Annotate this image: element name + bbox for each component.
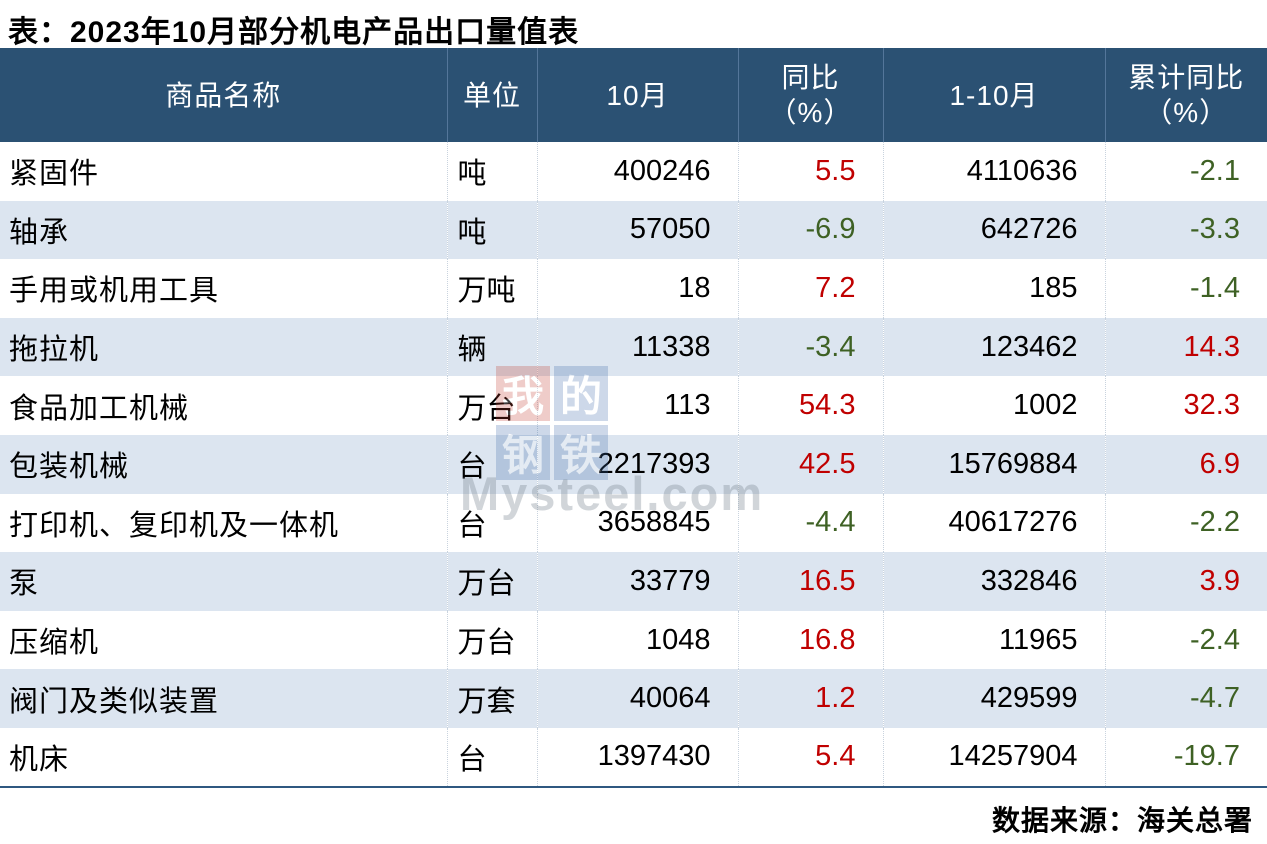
yoy-cell: 16.8	[737, 610, 883, 670]
product-name-cell: 阀门及类似装置	[9, 685, 220, 718]
header-yoy: 同比 （%）	[737, 48, 883, 142]
table-row: 机床 台 1397430 5.4 14257904 -19.7	[0, 727, 1267, 788]
yoy-cell: -3.4	[737, 317, 883, 377]
unit-cell: 台	[446, 434, 537, 494]
unit-cell: 吨	[446, 200, 537, 260]
cum-yoy-cell: 32.3	[1104, 376, 1267, 435]
oct-value-cell: 40064	[536, 669, 738, 728]
oct-value-cell: 11338	[536, 317, 738, 377]
yoy-cell: 54.3	[737, 376, 883, 435]
ytd-value-cell: 15769884	[882, 434, 1105, 494]
header-unit: 单位	[446, 48, 537, 142]
cum-yoy-cell: -1.4	[1104, 259, 1267, 318]
cum-yoy-cell: -2.4	[1104, 610, 1267, 670]
ytd-value-cell: 1002	[882, 376, 1105, 435]
ytd-value-cell: 14257904	[882, 727, 1105, 788]
page-title: 表：2023年10月部分机电产品出口量值表	[8, 16, 580, 49]
table-row: 压缩机 万台 1048 16.8 11965 -2.4	[0, 610, 1267, 670]
ytd-value-cell: 40617276	[882, 493, 1105, 553]
table-body: 紧固件 吨 400246 5.5 4110636 -2.1 轴承 吨 57050…	[0, 142, 1267, 788]
oct-value-cell: 2217393	[536, 434, 738, 494]
oct-value-cell: 113	[536, 376, 738, 435]
unit-cell: 台	[446, 493, 537, 553]
yoy-cell: 5.5	[737, 142, 883, 201]
cum-yoy-cell: -2.1	[1104, 142, 1267, 201]
table-row: 阀门及类似装置 万套 40064 1.2 429599 -4.7	[0, 669, 1267, 728]
product-name-cell: 包装机械	[9, 451, 130, 484]
table-row: 包装机械 台 2217393 42.5 15769884 6.9	[0, 434, 1267, 494]
header-cumulative-yoy: 累计同比 （%）	[1104, 48, 1267, 142]
oct-value-cell: 33779	[536, 552, 738, 611]
header-row: 商品名称 单位 10月 同比 （%） 1-10月 累计同比 （%）	[0, 48, 1267, 142]
export-data-table: 商品名称 单位 10月 同比 （%） 1-10月 累计同比 （%） 紧固件 吨 40…	[0, 48, 1267, 788]
table-row: 食品加工机械 万台 113 54.3 1002 32.3	[0, 376, 1267, 435]
unit-cell: 吨	[446, 142, 537, 201]
oct-value-cell: 57050	[536, 200, 738, 260]
unit-cell: 万台	[446, 376, 537, 435]
yoy-cell: -4.4	[737, 493, 883, 553]
unit-cell: 辆	[446, 317, 537, 377]
ytd-value-cell: 4110636	[882, 142, 1105, 201]
cum-yoy-cell: 6.9	[1104, 434, 1267, 494]
table-row: 拖拉机 辆 11338 -3.4 123462 14.3	[0, 317, 1267, 377]
ytd-value-cell: 123462	[882, 317, 1105, 377]
cum-yoy-cell: -3.3	[1104, 200, 1267, 260]
oct-value-cell: 3658845	[536, 493, 738, 553]
yoy-cell: 5.4	[737, 727, 883, 788]
product-name-cell: 食品加工机械	[9, 392, 190, 425]
oct-value-cell: 1397430	[536, 727, 738, 788]
cum-yoy-cell: -19.7	[1104, 727, 1267, 788]
unit-cell: 万台	[446, 552, 537, 611]
table-row: 紧固件 吨 400246 5.5 4110636 -2.1	[0, 142, 1267, 201]
header-product-name: 商品名称	[0, 48, 447, 142]
ytd-value-cell: 642726	[882, 200, 1105, 260]
oct-value-cell: 1048	[536, 610, 738, 670]
product-name-cell: 紧固件	[9, 158, 100, 191]
product-name-cell: 手用或机用工具	[9, 275, 220, 308]
table-row: 手用或机用工具 万吨 18 7.2 185 -1.4	[0, 259, 1267, 318]
table-header: 商品名称 单位 10月 同比 （%） 1-10月 累计同比 （%）	[0, 48, 1267, 142]
data-source-note: 数据来源：海关总署	[991, 804, 1253, 836]
ytd-value-cell: 332846	[882, 552, 1105, 611]
header-jan-oct: 1-10月	[882, 48, 1105, 142]
cum-yoy-cell: -2.2	[1104, 493, 1267, 553]
yoy-cell: -6.9	[737, 200, 883, 260]
cum-yoy-cell: -4.7	[1104, 669, 1267, 728]
product-name-cell: 拖拉机	[9, 334, 100, 367]
product-name-cell: 压缩机	[9, 627, 100, 660]
header-october: 10月	[536, 48, 738, 142]
yoy-cell: 7.2	[737, 259, 883, 318]
table-row: 泵 万台 33779 16.5 332846 3.9	[0, 552, 1267, 611]
unit-cell: 台	[446, 727, 537, 788]
product-name-cell: 打印机、复印机及一体机	[9, 509, 340, 542]
product-name-cell: 泵	[9, 568, 40, 601]
product-name-cell: 轴承	[9, 216, 70, 249]
yoy-cell: 1.2	[737, 669, 883, 728]
unit-cell: 万套	[446, 669, 537, 728]
table-row: 轴承 吨 57050 -6.9 642726 -3.3	[0, 200, 1267, 260]
oct-value-cell: 18	[536, 259, 738, 318]
ytd-value-cell: 429599	[882, 669, 1105, 728]
ytd-value-cell: 11965	[882, 610, 1105, 670]
yoy-cell: 16.5	[737, 552, 883, 611]
cum-yoy-cell: 14.3	[1104, 317, 1267, 377]
table-row: 打印机、复印机及一体机 台 3658845 -4.4 40617276 -2.2	[0, 493, 1267, 553]
unit-cell: 万台	[446, 610, 537, 670]
yoy-cell: 42.5	[737, 434, 883, 494]
ytd-value-cell: 185	[882, 259, 1105, 318]
product-name-cell: 机床	[0, 727, 447, 788]
unit-cell: 万吨	[446, 259, 537, 318]
cum-yoy-cell: 3.9	[1104, 552, 1267, 611]
oct-value-cell: 400246	[536, 142, 738, 201]
